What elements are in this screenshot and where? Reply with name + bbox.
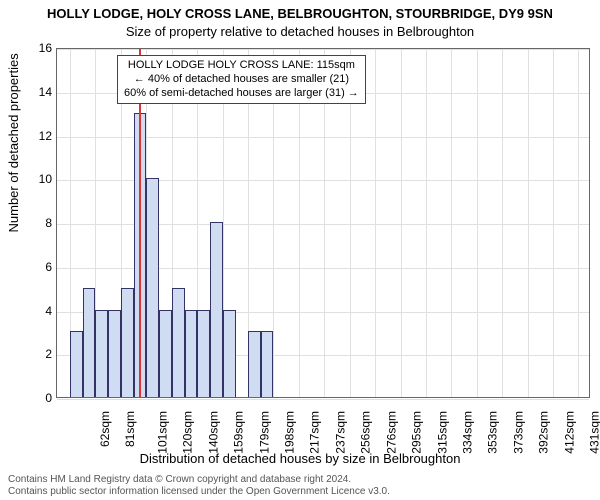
x-tick-label: 237sqm — [334, 411, 348, 454]
footer-line-1: Contains HM Land Registry data © Crown c… — [8, 474, 390, 486]
footer-line-2: Contains public sector information licen… — [8, 486, 390, 498]
gridline-vertical — [477, 49, 478, 397]
gridline-horizontal — [57, 399, 589, 400]
annotation-line-2: ← 40% of detached houses are smaller (21… — [124, 73, 359, 87]
histogram-bar — [261, 331, 273, 397]
x-tick-label: 412sqm — [563, 411, 577, 454]
gridline-horizontal — [57, 49, 589, 50]
annotation-line-1: HOLLY LODGE HOLY CROSS LANE: 115sqm — [124, 59, 359, 73]
histogram-bar — [121, 288, 134, 397]
x-tick-label: 431sqm — [588, 411, 600, 454]
x-tick-label: 140sqm — [207, 411, 221, 454]
x-tick-label: 179sqm — [258, 411, 272, 454]
y-tick-label: 0 — [22, 391, 52, 405]
gridline-vertical — [426, 49, 427, 397]
x-tick-label: 159sqm — [232, 411, 246, 454]
histogram-bar — [70, 331, 83, 397]
y-tick-label: 8 — [22, 216, 52, 230]
y-tick-label: 2 — [22, 347, 52, 361]
histogram-bar — [83, 288, 95, 397]
histogram-bar — [197, 310, 210, 398]
annotation-box: HOLLY LODGE HOLY CROSS LANE: 115sqm ← 40… — [117, 55, 366, 104]
y-axis-label: Number of detached properties — [6, 53, 21, 232]
gridline-vertical — [375, 49, 376, 397]
histogram-bar — [210, 222, 223, 397]
chart-container: HOLLY LODGE, HOLY CROSS LANE, BELBROUGHT… — [0, 0, 600, 500]
gridline-vertical — [451, 49, 452, 397]
y-tick-label: 14 — [22, 85, 52, 99]
plot-area: HOLLY LODGE HOLY CROSS LANE: 115sqm ← 40… — [56, 48, 590, 398]
x-tick-label: 373sqm — [512, 411, 526, 454]
footer-text: Contains HM Land Registry data © Crown c… — [8, 474, 390, 498]
x-tick-label: 392sqm — [537, 411, 551, 454]
gridline-vertical — [553, 49, 554, 397]
y-tick-label: 10 — [22, 172, 52, 186]
gridline-vertical — [528, 49, 529, 397]
x-tick-label: 101sqm — [156, 411, 170, 454]
x-tick-label: 81sqm — [123, 411, 137, 447]
y-tick-label: 12 — [22, 129, 52, 143]
histogram-bar — [108, 310, 121, 398]
histogram-bar — [172, 288, 185, 397]
x-tick-label: 256sqm — [359, 411, 373, 454]
gridline-vertical — [502, 49, 503, 397]
x-tick-label: 353sqm — [486, 411, 500, 454]
x-axis-label: Distribution of detached houses by size … — [0, 451, 600, 466]
gridline-vertical — [578, 49, 579, 397]
x-tick-label: 295sqm — [410, 411, 424, 454]
x-tick-label: 198sqm — [283, 411, 297, 454]
x-tick-label: 334sqm — [461, 411, 475, 454]
histogram-bar — [223, 310, 236, 398]
x-tick-label: 120sqm — [181, 411, 195, 454]
annotation-line-3: 60% of semi-detached houses are larger (… — [124, 87, 359, 101]
gridline-vertical — [401, 49, 402, 397]
histogram-bar — [95, 310, 108, 398]
x-tick-label: 217sqm — [308, 411, 322, 454]
chart-title: HOLLY LODGE, HOLY CROSS LANE, BELBROUGHT… — [0, 6, 600, 21]
x-tick-label: 276sqm — [385, 411, 399, 454]
x-tick-label: 315sqm — [436, 411, 450, 454]
y-tick-label: 16 — [22, 41, 52, 55]
x-tick-label: 62sqm — [98, 411, 112, 447]
y-tick-label: 4 — [22, 304, 52, 318]
y-tick-label: 6 — [22, 260, 52, 274]
chart-subtitle: Size of property relative to detached ho… — [0, 24, 600, 39]
histogram-bar — [248, 331, 261, 397]
histogram-bar — [146, 178, 159, 397]
histogram-bar — [159, 310, 172, 398]
histogram-bar — [185, 310, 197, 398]
